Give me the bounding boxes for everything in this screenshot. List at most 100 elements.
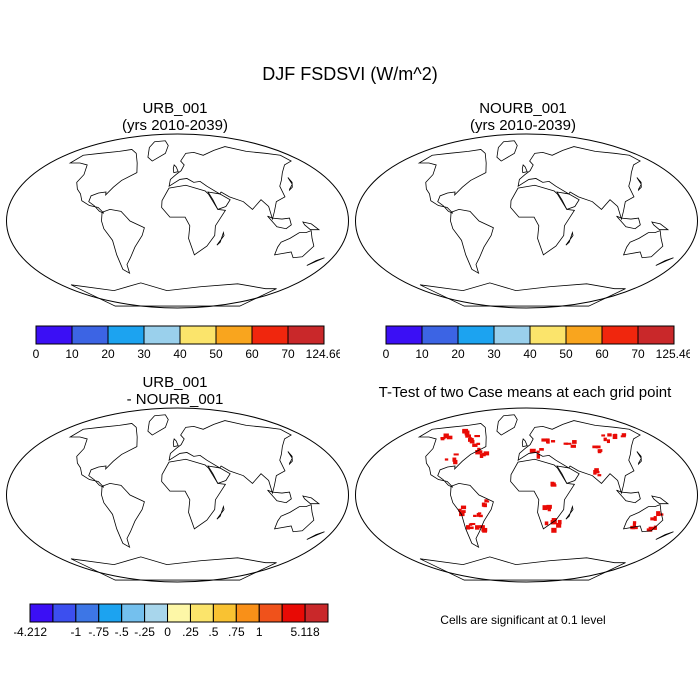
grid-cell [49, 466, 54, 470]
grid-cell [299, 462, 304, 466]
grid-cell [329, 510, 334, 514]
grid-cell [269, 546, 274, 550]
grid-cell [79, 518, 84, 522]
significant-cell [478, 450, 483, 454]
grid-cell [19, 498, 24, 502]
grid-cell [89, 486, 94, 490]
grid-cell [19, 558, 24, 562]
grid-cell [269, 538, 274, 542]
grid-cell [144, 450, 149, 454]
grid-cell [79, 462, 84, 466]
significant-cell [458, 508, 462, 512]
grid-cell [239, 438, 244, 442]
grid-cell [239, 562, 244, 566]
grid-cell [329, 570, 334, 574]
grid-cell [134, 526, 139, 530]
grid-cell [64, 582, 69, 584]
grid-cell [229, 566, 234, 570]
coastline [496, 140, 518, 162]
grid-cell [259, 458, 264, 462]
grid-cell [104, 430, 109, 434]
significant-cell [542, 505, 548, 511]
significant-cell [476, 442, 481, 446]
grid-cell [169, 470, 174, 474]
grid-cell [164, 438, 169, 442]
grid-cell [279, 494, 284, 498]
grid-cell [54, 466, 59, 470]
grid-cell [284, 458, 289, 462]
grid-cell [64, 530, 69, 534]
grid-cell [259, 414, 264, 418]
grid-cell [99, 526, 104, 530]
grid-cell [289, 482, 294, 486]
grid-cell [74, 502, 79, 506]
grid-cell [254, 510, 259, 514]
grid-cell [64, 494, 69, 498]
grid-cell [14, 478, 19, 482]
grid-cell [239, 466, 244, 470]
grid-cell [249, 418, 254, 422]
grid-cell [94, 490, 99, 494]
grid-cell [94, 474, 99, 478]
grid-cell [289, 550, 294, 554]
grid-cell [24, 422, 29, 426]
grid-cell [279, 486, 284, 490]
grid-cell [344, 558, 349, 562]
grid-cell [299, 454, 304, 458]
grid-cell [154, 534, 159, 538]
grid-cell [199, 470, 204, 474]
grid-cell [219, 550, 224, 554]
grid-cell [179, 462, 184, 466]
grid-cell [264, 522, 269, 526]
grid-cell [299, 490, 304, 494]
grid-cell [39, 486, 44, 490]
grid-cell [269, 558, 274, 562]
grid-cell [299, 450, 304, 454]
grid-cell [324, 582, 329, 584]
grid-cell [9, 550, 14, 554]
grid-cell [84, 502, 89, 506]
grid-cell [329, 470, 334, 474]
grid-cell [29, 474, 34, 478]
grid-cell [244, 542, 249, 546]
grid-cell [229, 542, 234, 546]
grid-cell [264, 414, 269, 418]
grid-cell [314, 550, 319, 554]
grid-cell [289, 542, 294, 546]
grid-cell [254, 446, 259, 450]
grid-cell [24, 526, 29, 530]
colorbar-tick-label: 60 [595, 347, 609, 361]
grid-cell [269, 478, 274, 482]
grid-cell [124, 510, 129, 514]
grid-cell [144, 486, 149, 490]
grid-cell [334, 538, 339, 542]
grid-cell [139, 526, 144, 530]
grid-cell [344, 526, 349, 530]
grid-cell [224, 570, 229, 574]
grid-cell [254, 522, 259, 526]
grid-cell [64, 498, 69, 502]
grid-cell [184, 486, 189, 490]
grid-cell [54, 458, 59, 462]
grid-cell [119, 494, 124, 498]
grid-cell [199, 530, 204, 534]
grid-cell [249, 538, 254, 542]
grid-cell [19, 578, 24, 582]
grid-cell [89, 510, 94, 514]
grid-cell [99, 438, 104, 442]
grid-cell [309, 570, 314, 574]
grid-cell [184, 570, 189, 574]
grid-cell [99, 474, 104, 478]
grid-cell [9, 430, 14, 434]
grid-cell [279, 570, 284, 574]
grid-cell [154, 538, 159, 542]
coastline [68, 423, 138, 488]
grid-cell [269, 578, 274, 582]
grid-cell [149, 574, 154, 578]
grid-cell [59, 522, 64, 526]
grid-cell [264, 486, 269, 490]
grid-cell [254, 550, 259, 554]
grid-cell [259, 466, 264, 470]
grid-cell [259, 530, 264, 534]
colorbar-tick-label: 70 [631, 347, 645, 361]
